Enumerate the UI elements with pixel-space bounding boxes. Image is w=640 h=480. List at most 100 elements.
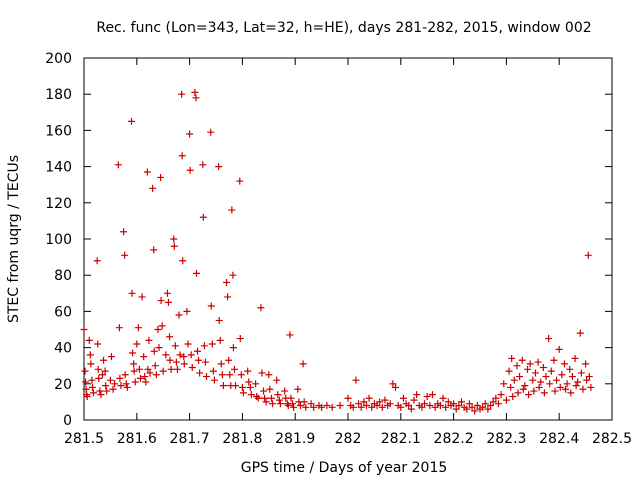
- data-point-marker: [574, 378, 582, 386]
- data-point-marker: [170, 242, 178, 250]
- data-point-marker: [290, 403, 298, 411]
- data-point-marker: [344, 394, 352, 402]
- data-point-marker: [95, 374, 103, 382]
- data-point-marker: [142, 378, 150, 386]
- data-point-marker: [484, 405, 492, 413]
- data-point-marker: [239, 389, 247, 397]
- data-point-marker: [138, 293, 146, 301]
- data-point-marker: [188, 364, 196, 372]
- data-point-marker: [88, 383, 96, 391]
- data-point-marker: [85, 336, 93, 344]
- data-point-marker: [266, 385, 274, 393]
- data-point-marker: [232, 382, 240, 390]
- data-point-marker: [276, 400, 284, 408]
- data-point-marker: [439, 394, 447, 402]
- data-point-marker: [529, 376, 537, 384]
- data-point-marker: [155, 344, 163, 352]
- data-point-marker: [502, 396, 510, 404]
- y-tick-label: 140: [45, 160, 72, 176]
- data-point-marker: [386, 400, 394, 408]
- data-point-marker: [217, 360, 225, 368]
- data-point-marker: [86, 351, 94, 359]
- data-point-marker: [244, 367, 252, 375]
- data-point-marker: [111, 380, 119, 388]
- data-point-marker: [545, 335, 553, 343]
- data-point-marker: [286, 331, 294, 339]
- data-point-marker: [547, 367, 555, 375]
- data-point-marker: [465, 400, 473, 408]
- y-axis: 0 20 40 60 80 100 120 140 160 180 200: [45, 51, 612, 429]
- data-point-marker: [442, 403, 450, 411]
- data-point-marker: [128, 117, 136, 125]
- data-point-marker: [267, 394, 275, 402]
- data-point-marker: [365, 394, 373, 402]
- data-point-marker: [444, 398, 452, 406]
- data-point-marker: [120, 228, 128, 236]
- data-point-marker: [106, 376, 114, 384]
- x-axis: 281.5 281.6 281.7 281.8 281.9 282 282.1 282.2 28…: [64, 58, 632, 447]
- data-point-marker: [368, 403, 376, 411]
- data-point-marker: [558, 371, 566, 379]
- data-point-marker: [224, 293, 232, 301]
- data-point-marker: [509, 392, 517, 400]
- data-point-marker: [199, 161, 207, 169]
- data-point-marker: [215, 316, 223, 324]
- data-point-marker: [376, 398, 384, 406]
- data-point-marker: [258, 369, 266, 377]
- data-point-marker: [114, 161, 122, 169]
- data-point-marker: [534, 358, 542, 366]
- data-point-marker: [187, 351, 195, 359]
- data-point-marker: [518, 356, 526, 364]
- data-point-marker: [245, 378, 253, 386]
- data-point-marker: [423, 392, 431, 400]
- data-point-marker: [171, 342, 179, 350]
- data-point-marker: [450, 400, 458, 408]
- data-point-marker: [489, 398, 497, 406]
- x-tick-label: 281.5: [64, 431, 104, 447]
- data-point-marker: [563, 380, 571, 388]
- data-point-marker: [431, 403, 439, 411]
- data-point-marker: [421, 400, 429, 408]
- data-point-marker: [560, 360, 568, 368]
- data-point-marker: [537, 378, 545, 386]
- data-point-marker: [299, 360, 307, 368]
- data-point-marker: [392, 383, 400, 391]
- data-point-marker: [568, 373, 576, 381]
- data-point-marker: [555, 345, 563, 353]
- data-point-marker: [273, 376, 281, 384]
- data-point-marker: [428, 391, 436, 399]
- y-tick-label: 160: [45, 123, 72, 139]
- data-point-marker: [183, 307, 191, 315]
- data-point-marker: [226, 371, 234, 379]
- data-point-marker: [192, 94, 200, 102]
- data-point-marker: [131, 378, 139, 386]
- data-point-marker: [116, 374, 124, 382]
- data-point-marker: [178, 90, 186, 98]
- data-point-marker: [128, 289, 136, 297]
- x-tick-label: 282.2: [434, 431, 474, 447]
- data-point-marker: [123, 383, 131, 391]
- data-point-marker: [207, 302, 215, 310]
- data-point-marker: [143, 168, 151, 176]
- data-point-marker: [463, 405, 471, 413]
- data-point-marker: [96, 387, 104, 395]
- data-point-marker: [121, 371, 129, 379]
- data-point-marker: [585, 373, 593, 381]
- data-point-marker: [134, 324, 142, 332]
- data-point-marker: [399, 394, 407, 402]
- y-tick-label: 20: [54, 377, 72, 393]
- data-point-marker: [192, 269, 200, 277]
- data-point-marker: [247, 391, 255, 399]
- data-point-marker: [170, 235, 178, 243]
- data-point-marker: [195, 356, 203, 364]
- x-tick-label: 281.6: [117, 431, 157, 447]
- data-point-marker: [583, 376, 591, 384]
- data-point-marker: [553, 376, 561, 384]
- data-point-marker: [208, 340, 216, 348]
- data-point-marker: [479, 403, 487, 411]
- data-point-marker: [539, 364, 547, 372]
- data-point-marker: [109, 385, 117, 393]
- data-point-marker: [500, 380, 508, 388]
- data-point-marker: [275, 396, 283, 404]
- data-point-marker: [260, 387, 268, 395]
